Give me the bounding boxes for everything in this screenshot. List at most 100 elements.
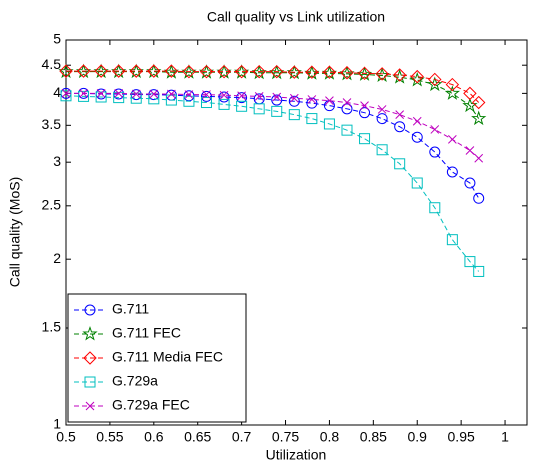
- marker: [465, 146, 475, 155]
- marker: [253, 103, 265, 115]
- marker: [200, 90, 212, 102]
- series-line: [66, 70, 480, 103]
- marker: [182, 64, 196, 79]
- marker: [306, 97, 318, 109]
- marker: [129, 64, 143, 78]
- marker: [392, 68, 407, 82]
- marker: [464, 256, 476, 268]
- marker: [217, 64, 231, 79]
- marker: [271, 94, 283, 106]
- marker: [411, 131, 423, 143]
- marker: [471, 95, 486, 110]
- marker: [376, 144, 388, 156]
- y-tick-label: 3.5: [42, 116, 62, 132]
- marker: [236, 92, 248, 104]
- x-tick-label: 0.9: [408, 429, 428, 445]
- marker: [289, 93, 299, 103]
- marker: [375, 67, 389, 81]
- marker: [473, 265, 485, 277]
- marker: [84, 304, 96, 316]
- marker: [61, 89, 71, 98]
- x-axis-label: Utilization: [266, 447, 327, 463]
- marker: [131, 89, 141, 99]
- chart-title: Call quality vs Link utilization: [207, 9, 385, 25]
- series-line: [65, 95, 480, 272]
- marker: [462, 97, 478, 113]
- legend-label: G.711 Media FEC: [112, 349, 223, 365]
- marker: [165, 94, 177, 106]
- marker: [270, 64, 284, 79]
- marker: [288, 95, 300, 107]
- y-axis-label: Call quality (MoS): [7, 177, 23, 287]
- marker: [325, 96, 334, 106]
- legend-label: G.711: [112, 301, 149, 317]
- marker: [428, 72, 442, 87]
- marker: [473, 192, 485, 204]
- marker: [202, 90, 211, 99]
- marker: [342, 98, 352, 107]
- marker: [219, 90, 229, 100]
- marker: [377, 105, 387, 114]
- marker: [464, 177, 476, 189]
- marker: [234, 64, 249, 79]
- marker: [446, 234, 458, 246]
- marker: [446, 166, 458, 178]
- marker: [167, 89, 176, 99]
- marker: [463, 86, 477, 101]
- marker: [471, 110, 487, 126]
- marker: [427, 76, 443, 92]
- marker: [322, 65, 337, 79]
- marker: [237, 91, 246, 101]
- x-tick-label: 0.7: [232, 429, 252, 445]
- marker: [359, 107, 371, 119]
- series-line: [66, 71, 480, 119]
- y-tick-label: 1.5: [42, 319, 62, 335]
- legend-label: G.729a FEC: [112, 397, 190, 413]
- y-tick-label: 3: [53, 153, 61, 169]
- marker: [323, 118, 335, 130]
- marker: [448, 135, 457, 144]
- x-tick-label: 0.5: [56, 429, 76, 445]
- marker: [82, 325, 98, 341]
- x-tick-label: 0.95: [448, 429, 475, 445]
- x-tick-label: 0.85: [360, 429, 387, 445]
- marker: [412, 116, 422, 126]
- marker: [218, 98, 230, 110]
- marker: [360, 101, 369, 111]
- marker: [394, 158, 406, 170]
- plot-area: [65, 39, 528, 426]
- marker: [288, 109, 300, 121]
- marker: [96, 89, 106, 98]
- x-tick-label: 0.55: [96, 429, 123, 445]
- legend: [67, 293, 247, 423]
- marker: [200, 97, 212, 109]
- y-tick-label: 2.5: [42, 197, 62, 213]
- y-tick-label: 5: [53, 31, 61, 47]
- marker: [183, 95, 195, 107]
- marker: [306, 113, 318, 125]
- marker: [83, 351, 97, 365]
- legend-label: G.711 FEC: [112, 325, 181, 341]
- marker: [79, 89, 88, 98]
- y-tick-label: 4: [53, 84, 61, 100]
- marker: [395, 110, 405, 119]
- marker: [84, 376, 96, 388]
- marker: [59, 64, 73, 78]
- marker: [410, 69, 424, 84]
- x-tick-label: 0.65: [184, 429, 211, 445]
- marker: [357, 66, 372, 81]
- x-tick-label: 1: [501, 429, 509, 445]
- marker: [149, 89, 159, 99]
- x-tick-label: 0.75: [272, 429, 299, 445]
- marker: [85, 401, 95, 411]
- marker: [199, 64, 214, 79]
- marker: [394, 121, 406, 133]
- marker: [252, 64, 266, 79]
- marker: [376, 113, 388, 125]
- marker: [340, 66, 354, 80]
- marker: [147, 64, 161, 78]
- marker: [60, 90, 72, 102]
- y-tick-label: 4.5: [42, 56, 62, 72]
- y-tick-label: 1: [53, 416, 61, 432]
